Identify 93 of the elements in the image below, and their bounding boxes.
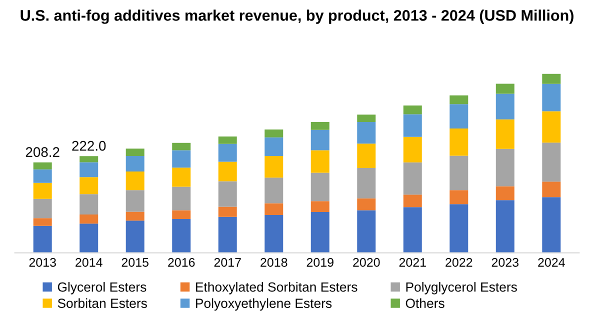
bar <box>126 156 144 172</box>
bar <box>310 150 330 173</box>
x-tick-label: 2020 <box>353 258 380 267</box>
bar <box>264 178 284 204</box>
x-tick-label: 2019 <box>306 258 334 267</box>
bar <box>496 200 514 253</box>
bar <box>172 210 191 219</box>
bar <box>357 210 376 253</box>
bar <box>450 190 468 204</box>
bar <box>310 130 330 150</box>
bar <box>357 114 376 122</box>
bar <box>33 182 52 199</box>
bar <box>80 194 98 214</box>
bar <box>33 226 52 253</box>
bar <box>403 106 422 114</box>
bar <box>542 84 561 112</box>
bar <box>310 172 330 202</box>
bar <box>218 181 237 207</box>
bar <box>496 94 514 120</box>
bar <box>172 186 191 210</box>
legend-label: Others <box>406 298 444 308</box>
bar <box>450 95 468 104</box>
bar <box>264 203 284 216</box>
bar <box>33 169 52 183</box>
bar <box>496 84 514 94</box>
bar <box>172 142 191 150</box>
bar <box>172 168 191 187</box>
bar <box>450 104 468 128</box>
bar <box>80 162 98 178</box>
bar <box>126 212 144 221</box>
annotation: 222.0 <box>72 140 106 151</box>
bar <box>357 168 376 198</box>
annotation: 208.2 <box>26 147 60 158</box>
bar <box>33 198 52 218</box>
bar <box>218 216 237 253</box>
bar <box>542 142 561 182</box>
bar <box>357 198 376 210</box>
bar <box>172 218 191 253</box>
bar <box>496 119 514 149</box>
bar <box>542 111 561 143</box>
bar <box>264 137 284 156</box>
legend-label: Sorbitan Esters <box>58 298 147 308</box>
bar <box>450 128 468 156</box>
bar <box>80 214 98 224</box>
bar <box>357 122 376 144</box>
bar <box>310 212 330 253</box>
bar <box>33 162 52 170</box>
chart-title: U.S. anti-fog additives market revenue, by product, 2013 - 2024 (USD Million) <box>20 10 574 24</box>
bar <box>126 172 144 190</box>
bar <box>218 136 237 144</box>
bar <box>450 156 468 190</box>
x-tick-label: 2023 <box>492 258 518 267</box>
x-tick-label: 2018 <box>260 258 288 267</box>
legend-label: Polyglycerol Esters <box>406 282 517 294</box>
bar <box>126 190 144 212</box>
bar <box>403 162 422 195</box>
bar <box>264 156 284 178</box>
bar <box>218 144 237 162</box>
x-tick-label: 2022 <box>446 258 472 267</box>
legend-label: Glycerol Esters <box>58 282 146 294</box>
bar <box>450 204 468 253</box>
bar <box>126 220 144 253</box>
bar <box>218 162 237 182</box>
bar <box>218 206 237 217</box>
bar <box>264 215 284 253</box>
legend-label: Polyoxyethylene Esters <box>196 298 332 311</box>
x-tick-label: 2024 <box>538 258 565 267</box>
bar <box>80 177 98 194</box>
bar <box>403 194 422 208</box>
legend-label: Ethoxylated Sorbitan Esters <box>196 282 358 294</box>
bar <box>542 182 561 198</box>
x-tick-label: 2015 <box>122 258 148 267</box>
bar <box>357 144 376 168</box>
bar <box>403 136 422 162</box>
x-tick-label: 2014 <box>76 258 102 267</box>
bar <box>310 122 330 130</box>
bar <box>126 148 144 156</box>
bar <box>542 74 561 84</box>
x-tick-label: 2017 <box>214 258 241 267</box>
bar <box>310 201 330 212</box>
bar <box>80 156 98 162</box>
bar <box>403 207 422 253</box>
bar <box>172 150 191 168</box>
bar <box>496 148 514 186</box>
x-tick-label: 2013 <box>29 258 56 267</box>
x-tick-label: 2021 <box>399 258 426 267</box>
bar <box>33 218 52 226</box>
bar <box>496 186 514 200</box>
bar <box>80 224 98 253</box>
x-tick-label: 2016 <box>168 258 195 267</box>
bar <box>542 197 561 253</box>
bar <box>264 130 284 138</box>
bar <box>403 114 422 137</box>
